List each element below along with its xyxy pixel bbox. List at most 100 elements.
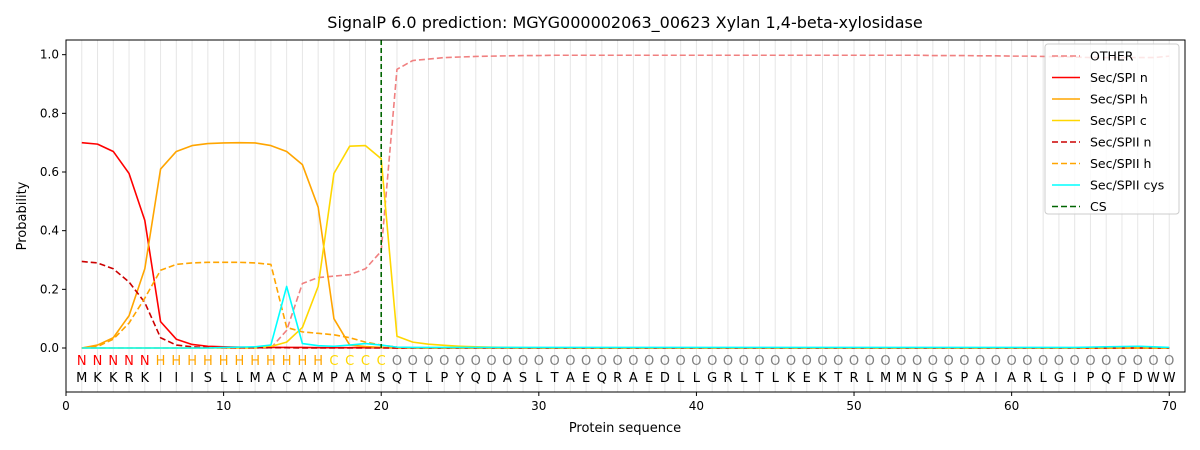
sequence-residue-label: A	[629, 371, 638, 386]
sequence-residue-label: A	[345, 371, 354, 386]
series-line	[81, 54, 1170, 349]
sequence-state-label: H	[156, 354, 166, 369]
sequence-residue-label: M	[313, 371, 324, 386]
sequence-residue-label: T	[754, 371, 763, 386]
sequence-state-label: O	[549, 354, 559, 369]
sequence-state-label: O	[486, 354, 496, 369]
sequence-state-label: O	[455, 354, 465, 369]
legend-box	[1044, 43, 1180, 215]
sequence-labels: NMNKNKNRNKHIHIHIHSHLHLHMHAHCHAHMCPCACMCS…	[76, 354, 1176, 386]
sequence-residue-label: I	[1073, 371, 1077, 386]
sequence-state-label: O	[660, 354, 670, 369]
sequence-state-label: O	[518, 354, 528, 369]
sequence-state-label: O	[754, 354, 764, 369]
sequence-state-label: O	[959, 354, 969, 369]
chart-title: SignalP 6.0 prediction: MGYG000002063_00…	[327, 13, 922, 33]
sequence-state-label: O	[1070, 354, 1080, 369]
legend-label: Sec/SPII n	[1090, 135, 1151, 150]
x-axis-ticks: 0 10 20 30 40 50 60 70	[62, 392, 1177, 413]
sequence-state-label: H	[282, 354, 292, 369]
sequence-residue-label: T	[550, 371, 559, 386]
sequence-residue-label: S	[377, 371, 385, 386]
sequence-residue-label: L	[425, 371, 433, 386]
sequence-residue-label: R	[850, 371, 859, 386]
y-axis-ticks: 0.0 0.2 0.4 0.6 0.8 1.0	[40, 48, 66, 355]
sequence-state-label: O	[1022, 354, 1032, 369]
sequence-state-label: O	[502, 354, 512, 369]
legend-label: CS	[1090, 199, 1107, 214]
sequence-residue-label: F	[1118, 371, 1125, 386]
series-line	[81, 141, 1170, 349]
y-tick-label: 1.0	[40, 48, 59, 62]
legend-label: Sec/SPI h	[1090, 92, 1148, 107]
sequence-residue-label: N	[912, 371, 922, 386]
sequence-state-label: O	[975, 354, 985, 369]
sequence-residue-label: A	[503, 371, 512, 386]
sequence-state-label: O	[802, 354, 812, 369]
sequence-state-label: O	[849, 354, 859, 369]
sequence-residue-label: Q	[471, 371, 481, 386]
sequence-state-label: O	[1164, 354, 1174, 369]
sequence-state-label: C	[329, 354, 338, 369]
sequence-residue-label: I	[159, 371, 163, 386]
x-tick-label: 0	[62, 399, 70, 413]
sequence-state-label: N	[124, 354, 134, 369]
sequence-residue-label: E	[803, 371, 811, 386]
sequence-residue-label: W	[1147, 371, 1160, 386]
sequence-state-label: H	[203, 354, 213, 369]
sequence-residue-label: I	[994, 371, 998, 386]
sequence-state-label: O	[928, 354, 938, 369]
sequence-residue-label: M	[896, 371, 907, 386]
sequence-residue-label: Q	[597, 371, 607, 386]
sequence-state-label: O	[676, 354, 686, 369]
sequence-residue-label: R	[613, 371, 622, 386]
sequence-state-label: O	[439, 354, 449, 369]
sequence-state-label: O	[1038, 354, 1048, 369]
sequence-residue-label: C	[282, 371, 291, 386]
sequence-state-label: O	[865, 354, 875, 369]
legend-label: Sec/SPII h	[1090, 156, 1151, 171]
sequence-residue-label: M	[360, 371, 371, 386]
sequence-state-label: O	[912, 354, 922, 369]
sequence-state-label: O	[991, 354, 1001, 369]
y-tick-label: 0.2	[40, 282, 59, 296]
x-tick-label: 10	[216, 399, 231, 413]
sequence-residue-label: I	[174, 371, 178, 386]
sequence-residue-label: L	[740, 371, 748, 386]
x-tick-label: 40	[689, 399, 704, 413]
sequence-state-label: O	[943, 354, 953, 369]
sequence-state-label: O	[707, 354, 717, 369]
sequence-state-label: O	[565, 354, 575, 369]
series-line	[81, 285, 1170, 349]
sequence-residue-label: S	[519, 371, 527, 386]
sequence-state-label: O	[723, 354, 733, 369]
sequence-state-label: H	[266, 354, 276, 369]
sequence-residue-label: Q	[392, 371, 402, 386]
sequence-state-label: O	[423, 354, 433, 369]
sequence-state-label: C	[345, 354, 354, 369]
sequence-residue-label: M	[76, 371, 87, 386]
sequence-state-label: H	[171, 354, 181, 369]
sequence-state-label: O	[471, 354, 481, 369]
sequence-residue-label: G	[928, 371, 938, 386]
sequence-state-label: H	[250, 354, 260, 369]
sequence-residue-label: R	[723, 371, 732, 386]
sequence-residue-label: A	[266, 371, 275, 386]
sequence-state-label: O	[1148, 354, 1158, 369]
y-axis-label: Probability	[15, 181, 30, 250]
plot-frame	[65, 39, 1186, 393]
y-tick-label: 0.6	[40, 165, 59, 179]
sequence-residue-label: L	[236, 371, 244, 386]
sequence-residue-label: D	[660, 371, 670, 386]
sequence-state-label: O	[786, 354, 796, 369]
sequence-residue-label: S	[944, 371, 952, 386]
sequence-state-label: C	[377, 354, 386, 369]
series-line	[81, 141, 1170, 349]
sequence-residue-label: T	[408, 371, 417, 386]
legend: OTHER Sec/SPI n Sec/SPI h Sec/SPI c Sec/SPII…	[1044, 43, 1180, 215]
sequence-residue-label: A	[566, 371, 575, 386]
sequence-state-label: H	[234, 354, 244, 369]
sequence-residue-label: M	[250, 371, 261, 386]
sequence-state-label: O	[628, 354, 638, 369]
sequence-state-label: N	[108, 354, 118, 369]
